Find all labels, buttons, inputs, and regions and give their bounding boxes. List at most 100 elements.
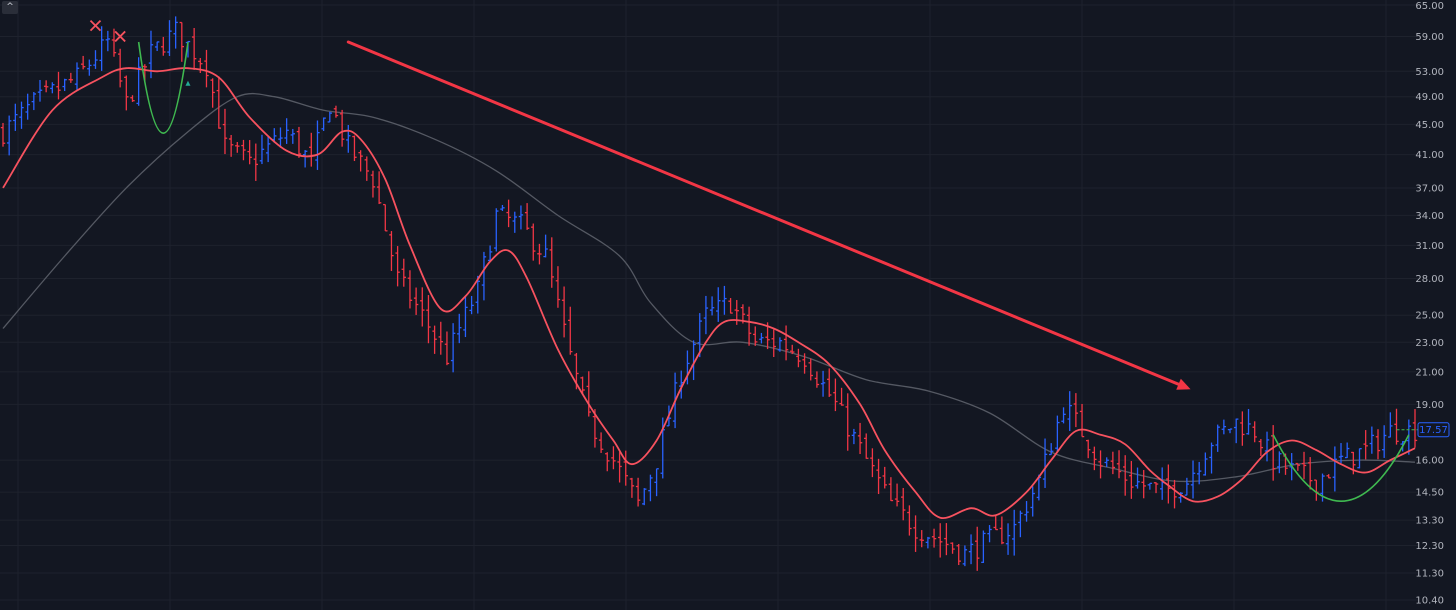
ohlc-bar xyxy=(136,57,141,106)
y-tick-label: 21.00 xyxy=(1415,367,1444,378)
ohlc-bar xyxy=(376,171,382,205)
ohlc-bar xyxy=(99,26,104,71)
ohlc-bar xyxy=(1381,425,1387,458)
ohlc-bar xyxy=(956,543,961,566)
x-marker-icon xyxy=(89,19,102,32)
ohlc-bar xyxy=(1147,482,1153,490)
ohlc-bar xyxy=(1012,509,1017,556)
ohlc-bar xyxy=(0,122,6,147)
ohlc-bars xyxy=(0,16,1418,571)
y-tick-label: 16.00 xyxy=(1415,456,1444,467)
ohlc-bar xyxy=(407,270,413,309)
ohlc-bar xyxy=(1110,451,1116,475)
ohlc-bar xyxy=(981,530,986,563)
ohlc-bar xyxy=(1184,477,1190,496)
ohlc-bar xyxy=(1129,461,1134,499)
ohlc-bar xyxy=(753,326,758,346)
ohlc-bar xyxy=(352,135,357,162)
ohlc-bar xyxy=(364,156,369,181)
ohlc-bar xyxy=(845,393,850,451)
ohlc-bar xyxy=(1061,407,1066,424)
y-tick-label: 41.00 xyxy=(1415,150,1444,161)
ohlc-bar xyxy=(154,41,160,52)
x-marker-icon xyxy=(114,30,126,43)
ohlc-bar xyxy=(124,75,129,111)
ohlc-bar xyxy=(253,143,259,181)
y-tick-label: 13.30 xyxy=(1415,516,1444,527)
ohlc-bar xyxy=(561,286,567,338)
price-axis[interactable]: 65.00 59.00 53.00 49.00 45.00 41.00 37.00 34.00… xyxy=(1415,1,1444,607)
ohlc-bar xyxy=(1067,391,1072,431)
ohlc-bar xyxy=(1153,482,1159,494)
ohlc-bar xyxy=(1233,418,1239,444)
y-tick-label: 14.50 xyxy=(1415,488,1444,499)
ohlc-bar xyxy=(975,526,980,571)
ohlc-bar xyxy=(894,483,900,507)
ohlc-bar xyxy=(993,514,998,531)
ohlc-bar xyxy=(1221,419,1227,435)
ohlc-bar xyxy=(37,79,43,102)
ohlc-bar xyxy=(204,49,209,88)
slow-moving-average xyxy=(2,92,1416,483)
ohlc-bar xyxy=(802,353,807,374)
ohlc-bar xyxy=(290,128,295,144)
ohlc-bar xyxy=(598,432,604,453)
ohlc-bar xyxy=(222,108,228,155)
last-price-badge: 17.57 xyxy=(1396,422,1450,438)
ohlc-bar xyxy=(327,111,332,123)
ohlc-bar xyxy=(642,488,647,506)
ohlc-bar xyxy=(1326,474,1331,479)
ohlc-bar xyxy=(74,62,80,90)
chevron-up-icon[interactable]: ^ xyxy=(2,1,18,14)
last-price-box xyxy=(1417,422,1450,438)
ohlc-bar xyxy=(827,368,832,397)
slow-ma-line xyxy=(2,92,1416,483)
ohlc-bar xyxy=(296,126,302,158)
ohlc-bar xyxy=(925,536,931,549)
ohlc-bar xyxy=(950,542,955,554)
ohlc-bar xyxy=(1295,462,1301,471)
ohlc-bar xyxy=(56,71,61,100)
ohlc-bar xyxy=(1079,403,1085,438)
ohlc-bar xyxy=(50,82,55,94)
ohlc-bar xyxy=(1135,467,1140,489)
ohlc-bar xyxy=(43,80,49,93)
ohlc-bar xyxy=(1246,409,1251,435)
ohlc-bar xyxy=(432,325,437,354)
ohlc-bar xyxy=(913,515,918,552)
ohlc-bar xyxy=(888,477,894,502)
ohlc-bar xyxy=(531,223,536,261)
ohlc-bar xyxy=(1104,457,1109,468)
ohlc-bar xyxy=(617,452,622,483)
ohlc-bar xyxy=(1086,439,1091,459)
y-tick-label: 49.00 xyxy=(1415,92,1444,103)
ohlc-bar xyxy=(543,234,548,258)
y-tick-label: 28.00 xyxy=(1415,274,1444,285)
ohlc-bar xyxy=(1098,450,1103,479)
ohlc-bar xyxy=(13,103,18,131)
ohlc-bar xyxy=(648,474,653,502)
ohlc-bar xyxy=(962,545,968,567)
ohlc-bar xyxy=(635,477,641,507)
ohlc-bar xyxy=(68,72,74,83)
y-tick-label: 12.30 xyxy=(1415,541,1444,552)
ohlc-bar xyxy=(395,246,400,287)
ohlc-bar xyxy=(759,332,764,344)
ohlc-bar xyxy=(500,204,505,212)
ohlc-bar xyxy=(623,450,628,486)
fast-moving-average xyxy=(2,67,1416,519)
ohlc-bar xyxy=(1252,421,1257,443)
ohlc-bar xyxy=(1024,501,1029,522)
ohlc-bar xyxy=(586,371,591,417)
ohlc-bar xyxy=(1030,486,1035,517)
y-tick-label: 37.00 xyxy=(1415,183,1444,194)
ohlc-bar xyxy=(450,323,456,373)
ohlc-bar xyxy=(814,371,820,388)
ohlc-bar xyxy=(820,370,826,397)
triangle-marker-icon xyxy=(185,80,191,86)
ohlc-bar xyxy=(444,331,450,366)
fast-ema-line xyxy=(2,67,1416,519)
ohlc-bar xyxy=(728,298,733,314)
